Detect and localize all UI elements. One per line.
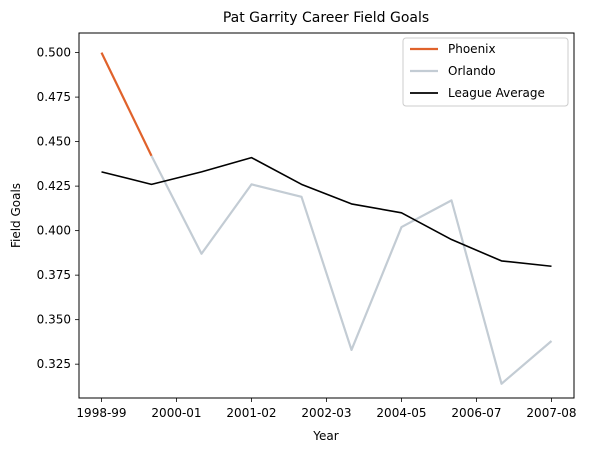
- legend-label-orlando: Orlando: [448, 64, 496, 78]
- x-axis: 1998-99 2000-01 2001-02 2002-03 2004-05 2006-…: [76, 398, 577, 420]
- y-tick-label: 0.400: [37, 224, 71, 238]
- x-tick-label: 2000-01: [151, 406, 201, 420]
- x-tick-label: 2001-02: [226, 406, 276, 420]
- y-tick-label: 0.500: [37, 46, 71, 60]
- x-tick-label: 2002-03: [301, 406, 351, 420]
- legend-label-league-average: League Average: [448, 86, 545, 100]
- x-tick-label: 2004-05: [376, 406, 426, 420]
- y-tick-label: 0.325: [37, 357, 71, 371]
- y-axis: 0.325 0.350 0.375 0.400 0.425 0.450 0.475 0.500: [37, 46, 79, 371]
- series-line-orlando: [150, 155, 553, 385]
- series-line-league-average: [101, 156, 552, 268]
- legend-label-phoenix: Phoenix: [448, 42, 496, 56]
- x-tick-label: 2007-08: [526, 406, 576, 420]
- chart-title: Pat Garrity Career Field Goals: [223, 10, 429, 26]
- y-tick-label: 0.375: [37, 268, 71, 282]
- x-tick-label: 1998-99: [76, 406, 126, 420]
- y-tick-label: 0.350: [37, 313, 71, 327]
- series-layer: [100, 52, 553, 385]
- y-axis-title: Field Goals: [9, 183, 23, 248]
- y-tick-label: 0.475: [37, 90, 71, 104]
- legend-frame: [402, 37, 569, 107]
- x-axis-title: Year: [312, 429, 338, 443]
- y-tick-label: 0.425: [37, 179, 71, 193]
- series-line-phoenix: [100, 52, 153, 157]
- y-tick-label: 0.450: [37, 135, 71, 149]
- x-tick-label: 2006-07: [451, 406, 501, 420]
- legend: Phoenix Orlando League Average: [402, 37, 569, 107]
